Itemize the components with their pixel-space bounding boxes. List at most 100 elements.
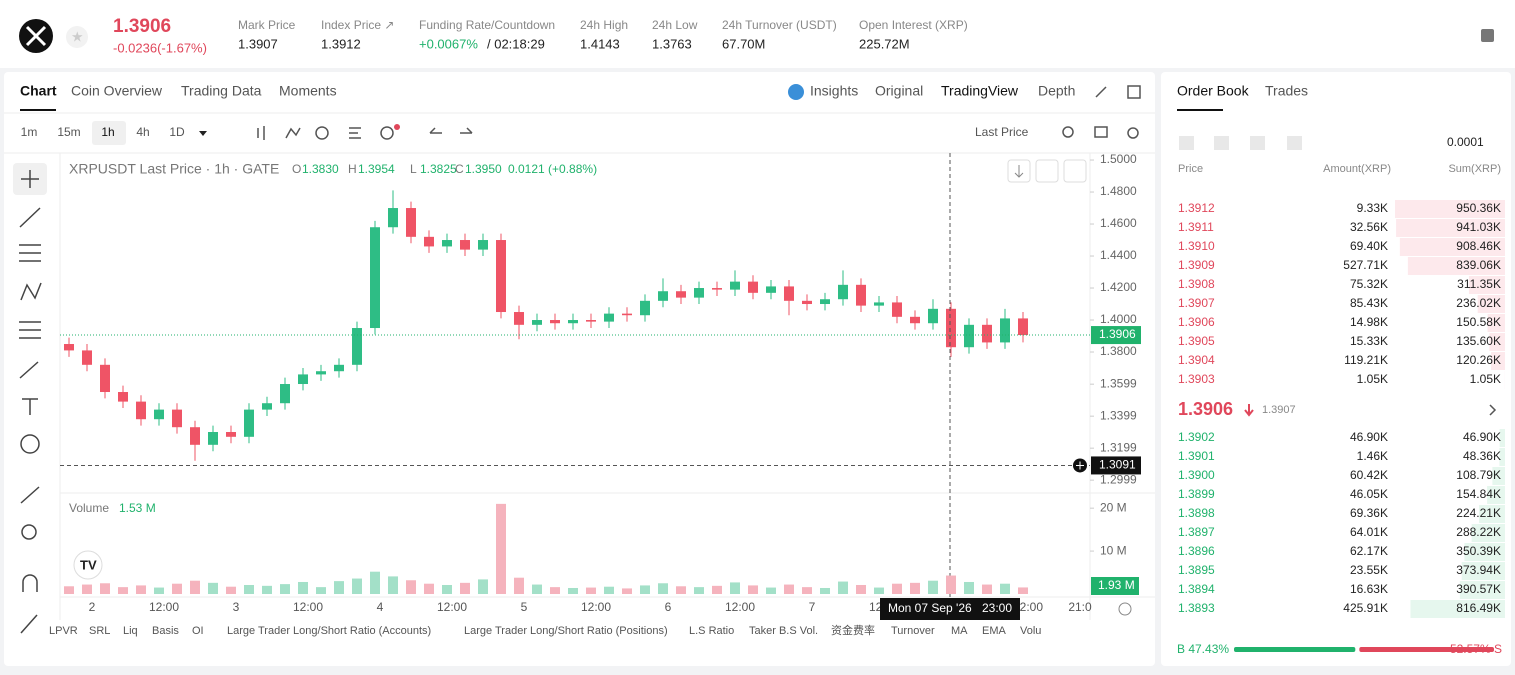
ohlc-change: 0.0121 (+0.88%)	[508, 162, 597, 176]
interval[interactable]: 15m	[57, 125, 80, 139]
stat-value: 1.4143	[580, 36, 620, 51]
ob-price: 1.3896	[1178, 544, 1215, 558]
candle-body	[532, 320, 542, 325]
volume-bar	[604, 587, 614, 594]
interval[interactable]: 1m	[21, 125, 38, 139]
volume-bar	[568, 588, 578, 594]
stat-value: / 02:18:29	[487, 36, 545, 51]
volume-bar	[514, 578, 524, 594]
ob-sum: 908.46K	[1456, 239, 1501, 253]
ob-price: 1.3909	[1178, 258, 1215, 272]
candle-body	[334, 365, 344, 371]
chart-tab[interactable]: Trading Data	[181, 83, 262, 99]
view-tab[interactable]: Original	[875, 83, 923, 99]
indicator-tab[interactable]: Turnover	[891, 625, 935, 637]
indicator-tab[interactable]: SRL	[89, 625, 110, 637]
precision[interactable]: 0.0001	[1447, 135, 1484, 149]
ohlc-key: C	[455, 162, 464, 176]
volume-bar	[748, 585, 758, 594]
indicator-tab[interactable]: Large Trader Long/Short Ratio (Accounts)	[227, 625, 431, 637]
indicator-tab[interactable]: Taker B.S Vol.	[749, 625, 818, 637]
ob-sum: 1.05K	[1470, 372, 1501, 386]
ob-price: 1.3910	[1178, 239, 1215, 253]
candle-body	[298, 374, 308, 384]
candle-body	[100, 365, 110, 392]
candle-body	[514, 312, 524, 325]
volume-bar	[532, 585, 542, 594]
volume-bar	[82, 585, 92, 594]
ob-amount: 60.42K	[1350, 468, 1388, 482]
view-tab[interactable]: TradingView	[941, 83, 1019, 99]
ob-sum: 311.35K	[1457, 277, 1501, 291]
chart-tab[interactable]: Coin Overview	[71, 83, 163, 99]
volume-bar	[694, 587, 704, 594]
candle-body	[316, 371, 326, 374]
volume-bar	[370, 572, 380, 594]
candle-body	[172, 410, 182, 428]
price-source[interactable]: Last Price	[975, 125, 1029, 139]
volume-bar	[208, 583, 218, 594]
candle-body	[496, 240, 506, 312]
ob-amount: 46.05K	[1350, 487, 1388, 501]
candle-body	[550, 320, 560, 323]
ob-price: 1.3895	[1178, 563, 1215, 577]
indicator-tab[interactable]: L.S Ratio	[689, 625, 734, 637]
indicator-tab[interactable]: 资金费率	[831, 623, 875, 637]
header-icon[interactable]	[1481, 29, 1494, 42]
stat-label: 24h Low	[652, 18, 698, 32]
indicator-tab[interactable]: EMA	[982, 625, 1007, 637]
candle-body	[226, 432, 236, 437]
volume-bar	[838, 582, 848, 594]
candle-body	[280, 384, 290, 403]
candle-body	[244, 410, 254, 437]
volume-bar	[118, 587, 128, 594]
x-tick-label: 4	[377, 600, 384, 614]
view-tab[interactable]: Depth	[1038, 83, 1075, 99]
volume-bar	[1000, 584, 1010, 594]
ohlc-value: 1.3950	[465, 162, 502, 176]
volume-bar	[550, 587, 560, 594]
ob-sum: 816.49K	[1456, 601, 1501, 615]
volume-bar	[226, 587, 236, 594]
ob-price: 1.3905	[1178, 334, 1215, 348]
volume-current: 1.53 M	[119, 501, 156, 515]
candle-body	[964, 325, 974, 347]
ohlc-value: 1.3954	[358, 162, 395, 176]
interval[interactable]: 1D	[169, 125, 185, 139]
volume-tick-label: 10 M	[1100, 543, 1127, 557]
indicator-tab[interactable]: OI	[192, 625, 204, 637]
ob-amount: 15.33K	[1350, 334, 1388, 348]
volume-bar	[766, 588, 776, 594]
ob-tab[interactable]: Order Book	[1177, 83, 1250, 99]
volume-bar	[280, 584, 290, 594]
indicator-tab[interactable]: Liq	[123, 625, 138, 637]
indicator-tab[interactable]: MA	[951, 625, 968, 637]
tab-underline	[20, 109, 56, 111]
interval[interactable]: 1h	[101, 125, 114, 139]
candle-body	[262, 403, 272, 409]
candle-body	[910, 317, 920, 323]
indicator-tab[interactable]: LPVR	[49, 625, 78, 637]
ob-price: 1.3908	[1178, 277, 1215, 291]
interval[interactable]: 4h	[136, 125, 149, 139]
x-tick-label: 12:00	[149, 600, 179, 614]
candle-body	[190, 427, 200, 445]
chart-tab[interactable]: Moments	[279, 83, 337, 99]
volume-bar	[478, 579, 488, 594]
y-tick-label: 1.5000	[1100, 152, 1137, 166]
indicator-tab[interactable]: Large Trader Long/Short Ratio (Positions…	[464, 625, 668, 637]
stat-value: 225.72M	[859, 36, 910, 51]
indicator-tab[interactable]: Volu	[1020, 625, 1041, 637]
volume-bar	[928, 581, 938, 594]
indicator-tab[interactable]: Basis	[152, 625, 179, 637]
ob-tab[interactable]: Trades	[1265, 83, 1308, 99]
stat-value: +0.0067%	[419, 36, 478, 51]
ob-sum: 941.03K	[1456, 220, 1501, 234]
stat-label: Open Interest (XRP)	[859, 18, 968, 32]
chart-tab[interactable]: Chart	[20, 83, 57, 99]
volume-bar	[388, 576, 398, 594]
y-tick-label: 1.3399	[1100, 408, 1137, 422]
star: ★	[71, 29, 84, 45]
view-tab[interactable]: Insights	[810, 83, 858, 99]
ob-price: 1.3897	[1178, 525, 1215, 539]
